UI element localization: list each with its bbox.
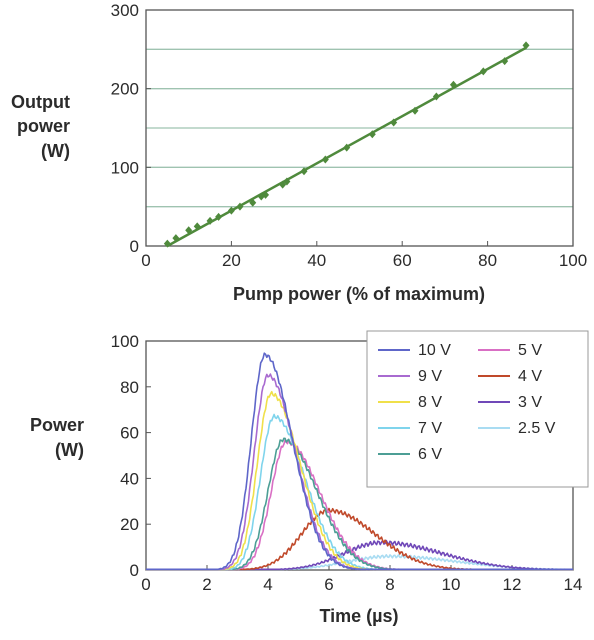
bottom-xtick-4: 4 xyxy=(263,575,272,594)
top-xlabel: Pump power (% of maximum) xyxy=(233,284,485,304)
bottom-xtick-14: 14 xyxy=(564,575,583,594)
bottom-ytick-0: 0 xyxy=(130,561,139,580)
data-point-10 xyxy=(262,190,270,199)
data-point-19 xyxy=(432,92,440,101)
data-point-17 xyxy=(390,118,398,127)
legend-label-8V: 8 V xyxy=(418,394,442,411)
bottom-xtick-0: 0 xyxy=(141,575,150,594)
data-point-23 xyxy=(522,41,530,50)
bottom-y-ticks: 0 20 40 60 80 100 xyxy=(111,332,151,580)
top-xtick-20: 20 xyxy=(222,251,241,270)
legend-label-3V: 3 V xyxy=(518,394,542,411)
legend-label-10V: 10 V xyxy=(418,342,451,359)
data-point-22 xyxy=(501,57,509,66)
top-y-ticks: 0 100 200 300 xyxy=(111,1,151,256)
legend-label-2.5V: 2.5 V xyxy=(518,420,556,437)
bottom-x-ticks: 0 2 4 6 8 10 12 14 xyxy=(141,565,582,594)
top-xtick-100: 100 xyxy=(559,251,587,270)
bottom-xtick-12: 12 xyxy=(503,575,522,594)
top-xtick-80: 80 xyxy=(478,251,497,270)
data-point-1 xyxy=(172,234,180,243)
legend-box xyxy=(366,330,589,488)
top-ytick-200: 200 xyxy=(111,80,139,99)
series-3V xyxy=(146,539,573,571)
top-ylabel-line-3: (W) xyxy=(41,141,70,161)
data-point-12 xyxy=(283,177,291,186)
bottom-xlabel: Time (µs) xyxy=(319,606,398,626)
pulse-power-chart: 0 20 40 60 80 100 0 2 4 6 8 10 12 14 10 V 9 V 8 V 7 V 6 … xyxy=(30,330,589,626)
data-point-4 xyxy=(206,216,214,225)
legend-label-4V: 4 V xyxy=(518,368,542,385)
bottom-ylabel-line-1: Power xyxy=(30,415,84,435)
top-gridlines xyxy=(146,48,573,208)
legend-label-7V: 7 V xyxy=(418,420,442,437)
bottom-ylabel-line-2: (W) xyxy=(55,440,84,460)
bottom-xtick-2: 2 xyxy=(202,575,211,594)
output-power-chart: 0 100 200 300 0 20 40 60 80 100 Output power (W)… xyxy=(11,1,587,304)
bottom-ytick-100: 100 xyxy=(111,332,139,351)
top-ytick-0: 0 xyxy=(130,237,139,256)
series-10V xyxy=(146,352,573,571)
top-xtick-40: 40 xyxy=(307,251,326,270)
data-point-7 xyxy=(236,202,244,211)
legend-label-9V: 9 V xyxy=(418,368,442,385)
top-ytick-100: 100 xyxy=(111,158,139,177)
pulse-series xyxy=(146,352,573,571)
data-point-14 xyxy=(321,155,329,164)
bottom-xtick-10: 10 xyxy=(442,575,461,594)
bottom-ytick-60: 60 xyxy=(120,424,139,443)
data-point-0 xyxy=(163,239,171,248)
legend-label-6V: 6 V xyxy=(418,446,442,463)
bottom-ytick-80: 80 xyxy=(120,378,139,397)
top-x-ticks: 0 20 40 60 80 100 xyxy=(141,241,587,270)
data-point-21 xyxy=(479,67,487,76)
top-xtick-0: 0 xyxy=(141,251,150,270)
top-ylabel-line-2: power xyxy=(17,116,70,136)
data-point-3 xyxy=(193,222,201,231)
data-point-5 xyxy=(215,212,223,221)
data-point-6 xyxy=(227,206,235,215)
bottom-xtick-8: 8 xyxy=(385,575,394,594)
data-point-18 xyxy=(411,106,419,115)
bottom-ytick-20: 20 xyxy=(120,515,139,534)
data-point-11 xyxy=(279,180,287,189)
bottom-ytick-40: 40 xyxy=(120,469,139,488)
bottom-xtick-6: 6 xyxy=(324,575,333,594)
legend: 10 V 9 V 8 V 7 V 6 V 5 V 4 V 3 V 2.5 V xyxy=(366,330,589,488)
top-plot-frame xyxy=(145,9,574,247)
data-point-16 xyxy=(368,130,376,139)
legend-label-5V: 5 V xyxy=(518,342,542,359)
data-point-2 xyxy=(185,226,193,235)
data-point-13 xyxy=(300,167,308,176)
data-point-8 xyxy=(249,198,257,207)
data-points xyxy=(163,41,530,248)
top-ylabel-line-1: Output xyxy=(11,92,70,112)
data-point-20 xyxy=(449,80,457,89)
top-ytick-300: 300 xyxy=(111,1,139,20)
top-xtick-60: 60 xyxy=(393,251,412,270)
data-point-15 xyxy=(343,143,351,152)
